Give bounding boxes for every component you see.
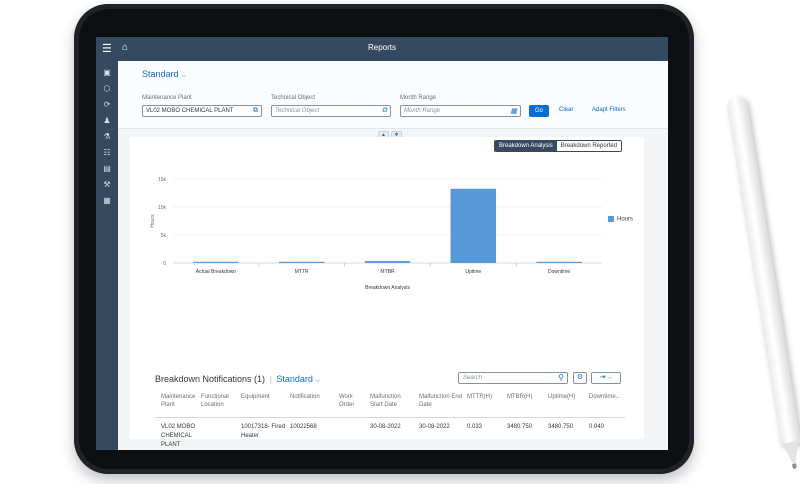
value-help-icon[interactable]: ⧉ xyxy=(253,107,258,114)
x-tick-label: MTBR xyxy=(380,269,395,275)
value-help-icon[interactable]: ⧉ xyxy=(382,107,387,114)
table-header: Maintenance Plant Functional Location Eq… xyxy=(155,390,625,418)
legend-swatch xyxy=(608,216,614,222)
col-maintenance-plant[interactable]: Maintenance Plant xyxy=(161,394,196,408)
chart-bar xyxy=(364,261,411,263)
x-tick-label: Uptime xyxy=(465,269,481,275)
technical-object-label: Technical Object xyxy=(271,95,316,101)
cell-start-date: 30-08-2022 xyxy=(370,424,401,430)
col-equipment[interactable]: Equipment xyxy=(241,394,270,400)
month-range-label: Month Range xyxy=(400,95,437,101)
adapt-filters-button[interactable]: Adapt Filters xyxy=(592,107,626,113)
variant-selector[interactable]: Standard ⌵ xyxy=(142,69,186,80)
shell-bar: ☰ ⌂ Reports xyxy=(96,37,668,61)
nav-card-icon[interactable]: ▣ xyxy=(103,68,111,77)
col-mttr[interactable]: MTTR(H) xyxy=(467,394,492,400)
y-tick-label: 15k xyxy=(158,177,167,183)
go-button[interactable]: Go xyxy=(529,105,549,117)
table-search-input[interactable]: Search ⚲ xyxy=(458,372,568,384)
y-tick-label: 0 xyxy=(163,261,166,267)
x-tick-label: Actual Breakdown xyxy=(196,269,237,275)
view-toggle: Breakdown Analysis Breakdown Reported xyxy=(494,140,623,152)
clear-button[interactable]: Clear xyxy=(559,107,574,113)
home-icon[interactable]: ⌂ xyxy=(122,42,129,53)
table-variant-label: Standard xyxy=(276,374,313,384)
table-variant-selector[interactable]: Standard ⌵ xyxy=(276,374,320,384)
plant-label: Maintenance Plant xyxy=(142,95,192,101)
calendar-icon[interactable]: ▦ xyxy=(510,108,517,115)
cell-end-date: 30-08-2022 xyxy=(419,424,450,430)
title-separator: | xyxy=(267,374,275,384)
nav-report-icon[interactable]: ▦ xyxy=(103,196,111,205)
chart-svg: 0 5k 10k 15k Hours Actual Breakdown MTTR MTBR Up… xyxy=(150,177,602,291)
chevron-down-icon: ⌵ xyxy=(181,73,187,79)
nav-document-icon[interactable]: ▤ xyxy=(103,164,111,173)
month-range-placeholder: Month Range xyxy=(404,108,441,114)
nav-share-icon[interactable]: ⚗ xyxy=(103,132,111,141)
col-notification[interactable]: Notification xyxy=(290,394,320,400)
col-malfunction-end[interactable]: Malfunction End Date xyxy=(419,394,463,408)
col-downtime[interactable]: Downtime... xyxy=(589,394,621,400)
chart-bar xyxy=(536,261,582,263)
chevron-down-icon: ⌵ xyxy=(315,378,321,384)
x-axis-label: Breakdown Analysis xyxy=(365,285,410,291)
breakdown-chart: 0 5k 10k 15k Hours Actual Breakdown MTTR MTBR Up… xyxy=(130,157,644,337)
filter-bar: Standard ⌵ Maintenance Plant VL02 MOBO CH… xyxy=(118,61,668,139)
table-title-text: Breakdown Notifications (1) xyxy=(155,374,266,384)
cell-equipment: 10017318- Fired Heater xyxy=(241,424,286,439)
gear-icon: ⚙ xyxy=(576,374,584,381)
breakdown-analysis-button[interactable]: Breakdown Analysis xyxy=(495,141,557,151)
col-malfunction-start[interactable]: Malfunction Start Date xyxy=(370,394,401,408)
side-navigation: ▣ ⬡ ⟳ ♟ ⚗ ☷ ▤ ⚒ ▦ xyxy=(96,61,118,450)
technical-object-input[interactable]: Technical Object ⧉ xyxy=(271,105,391,117)
nav-person-icon[interactable]: ♟ xyxy=(103,116,111,125)
y-axis-label: Hours xyxy=(150,214,156,228)
main-content: Standard ⌵ Maintenance Plant VL02 MOBO CH… xyxy=(118,61,668,450)
nav-hierarchy-icon[interactable]: ☷ xyxy=(103,148,111,157)
col-work-order[interactable]: Work Order xyxy=(339,394,355,408)
plant-input-value: VL02 MOBO CHEMICAL PLANT xyxy=(146,108,234,114)
app-title: Reports xyxy=(367,43,396,52)
variant-label: Standard xyxy=(142,69,179,79)
legend-label: Hours xyxy=(617,216,634,223)
technical-object-placeholder: Technical Object xyxy=(275,108,320,114)
cell-plant: VL02 MOBO CHEMICAL PLANT xyxy=(161,424,196,448)
chart-legend: Hours xyxy=(608,216,633,223)
chart-bar xyxy=(278,261,325,263)
cell-mttr: 0.033 xyxy=(467,424,483,430)
search-placeholder: Search xyxy=(463,375,483,381)
cell-mtbr: 3480.750 xyxy=(507,424,533,430)
chevron-down-icon: ⌵ xyxy=(607,375,613,381)
plant-input[interactable]: VL02 MOBO CHEMICAL PLANT ⧉ xyxy=(142,105,262,117)
search-icon[interactable]: ⚲ xyxy=(558,373,564,382)
cell-uptime: 3480.750 xyxy=(548,424,574,430)
y-tick-label: 5k xyxy=(161,233,167,239)
table-row[interactable]: VL02 MOBO CHEMICAL PLANT 10017318- Fired… xyxy=(155,418,625,450)
col-functional-location[interactable]: Functional Location xyxy=(201,394,229,408)
breakdown-reported-button[interactable]: Breakdown Reported xyxy=(556,141,622,151)
table-title: Breakdown Notifications (1) | Standard ⌵ xyxy=(155,374,320,385)
notifications-table: Maintenance Plant Functional Location Eq… xyxy=(155,390,625,450)
cell-notification: 10022568 xyxy=(290,424,317,430)
x-tick-label: MTTR xyxy=(295,269,309,275)
y-tick-label: 10k xyxy=(158,205,167,211)
analysis-panel: Breakdown Analysis Breakdown Reported 0 5… xyxy=(130,137,644,448)
nav-cube-icon[interactable]: ⬡ xyxy=(103,84,111,93)
month-range-input[interactable]: Month Range ▦ xyxy=(400,105,521,117)
nav-refresh-icon[interactable]: ⟳ xyxy=(103,100,111,109)
col-mtbr[interactable]: MTBR(H) xyxy=(507,394,533,400)
col-uptime[interactable]: Uptime(H) xyxy=(548,394,576,400)
chart-bar xyxy=(193,261,239,263)
export-icon: ⇥ xyxy=(599,374,606,381)
chart-bar xyxy=(450,188,497,263)
app-screen: ☰ ⌂ Reports ▣ ⬡ ⟳ ♟ ⚗ ☷ ▤ ⚒ ▦ Standard ⌵ … xyxy=(96,37,668,450)
table-settings-button[interactable]: ⚙ xyxy=(573,372,587,384)
export-button[interactable]: ⇥ ⌵ xyxy=(591,372,621,384)
nav-tools-icon[interactable]: ⚒ xyxy=(103,180,111,189)
stylus-pencil xyxy=(726,94,800,474)
menu-icon[interactable]: ☰ xyxy=(102,43,112,55)
cell-downtime: 0.040 xyxy=(589,424,605,430)
x-tick-label: Downtime xyxy=(548,269,570,275)
